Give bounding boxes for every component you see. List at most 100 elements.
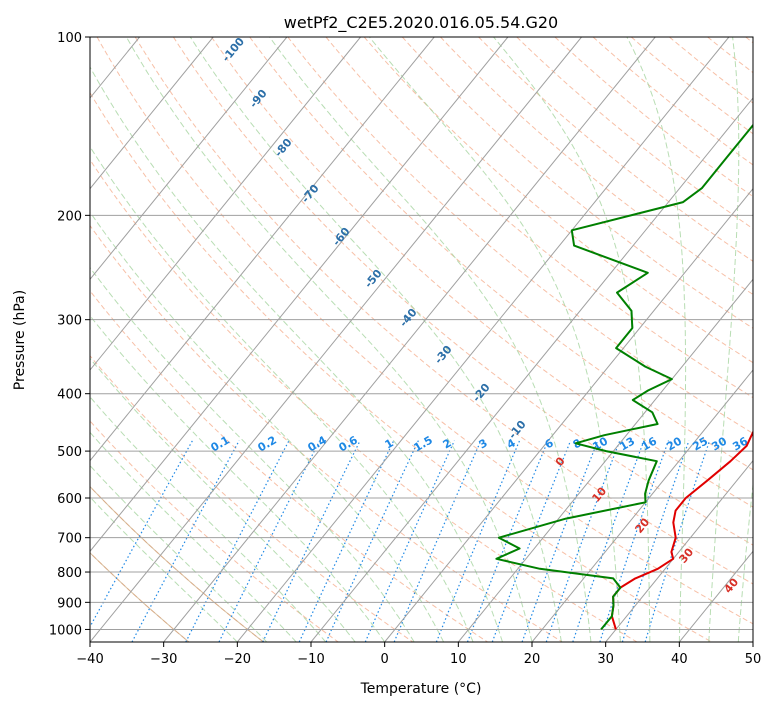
mixing-ratio-line (572, 440, 645, 642)
isotherm (531, 369, 753, 642)
y-tick-label: 600 (57, 492, 82, 507)
dry-adiabat (90, 224, 563, 642)
moist-adiabat (90, 211, 445, 642)
moist-adiabat (90, 314, 386, 642)
dry-adiabat-label: -80 (272, 136, 295, 160)
moist-adiabat (90, 357, 356, 642)
dry-adiabat (363, 37, 753, 364)
mixing-ratio-label: 25 (690, 435, 710, 454)
moist-adiabat (90, 396, 327, 642)
mixing-ratio-label: 6 (543, 436, 556, 451)
mixing-ratio-line (218, 440, 321, 642)
y-tick-label: 300 (57, 314, 82, 329)
moist-adiabat (737, 480, 753, 642)
dry-adiabat-label: -30 (432, 343, 455, 367)
dewpoint-trace (495, 123, 753, 631)
mixing-ratio-label: 2 (441, 436, 454, 451)
dry-adiabat-heavy (90, 552, 190, 642)
isotherm (90, 37, 361, 371)
dry-adiabat (96, 37, 753, 625)
isotherm (752, 641, 753, 642)
isotherm (384, 187, 753, 642)
moist-adiabat (269, 37, 592, 642)
moist-adiabat (90, 66, 503, 642)
plot-frame (89, 36, 754, 643)
dry-adiabat (90, 290, 488, 642)
x-tick-label: −10 (297, 652, 324, 667)
dry-adiabat (440, 37, 753, 296)
x-tick-label: 40 (671, 652, 688, 667)
moist-adiabat (626, 37, 687, 642)
moist-adiabat-label: 30 (676, 545, 696, 565)
isotherm (90, 37, 214, 190)
dry-adiabat (287, 37, 753, 434)
dry-adiabat (325, 37, 753, 399)
mixing-ratio-line (90, 440, 194, 629)
dry-adiabat-label: -20 (470, 381, 493, 405)
mixing-ratio-label: 30 (709, 434, 729, 453)
x-axis-label: Temperature (°C) (360, 681, 482, 697)
x-tick-label: −40 (76, 652, 103, 667)
dry-adiabat-heavy (90, 485, 264, 642)
dry-adiabat (478, 37, 753, 262)
mixing-ratio-line (545, 440, 621, 642)
x-tick-label: 10 (450, 652, 467, 667)
moist-adiabat (125, 37, 533, 642)
isotherm (90, 37, 509, 553)
moist-adiabat-label: 10 (589, 484, 609, 504)
x-tick-label: 50 (745, 652, 762, 667)
dry-adiabat-label: -40 (397, 306, 420, 330)
x-tick-label: −30 (150, 652, 177, 667)
mixing-ratio-label: 16 (639, 434, 659, 453)
y-tick-label: 700 (57, 532, 82, 547)
mixing-ratio-line (521, 440, 599, 642)
isotherm (90, 37, 582, 642)
profile-traces (495, 123, 753, 631)
moist-adiabat-label: 20 (632, 515, 652, 535)
moist-adiabat (493, 37, 651, 642)
mixing-ratio-line (393, 440, 482, 642)
isotherm (163, 37, 656, 642)
isotherm (0, 37, 66, 642)
dry-adiabat (90, 552, 190, 642)
y-axis-ticks: 100 200 300 400 500 600 700 800 900 1000 (49, 31, 90, 638)
dry-adiabat (90, 91, 712, 642)
chart-title: wetPf2_C2E5.2020.016.05.54.G20 (284, 13, 558, 33)
isotherm (457, 278, 753, 642)
isotherm (90, 37, 435, 462)
mixing-ratio-label: 13 (617, 435, 637, 454)
dry-adiabat-label: -50 (362, 267, 385, 291)
dry-adiabat (134, 37, 753, 585)
mixing-ratio-line (644, 440, 711, 642)
dry-adiabat-label: -100 (219, 35, 247, 65)
x-axis-ticks: −40 −30 −20 −10 0 10 20 30 40 50 (76, 642, 761, 667)
dry-adiabat-label: -60 (330, 225, 353, 249)
dry-adiabat (554, 37, 753, 198)
dry-adiabat (90, 158, 638, 642)
y-axis-label: Pressure (hPa) (12, 290, 28, 390)
moist-adiabat (90, 496, 238, 642)
moist-adiabat (369, 37, 621, 642)
x-tick-label: 0 (381, 652, 389, 667)
isotherm (236, 37, 730, 642)
mixing-ratio-line (364, 440, 455, 642)
moist-adiabat (90, 145, 474, 642)
moist-adiabat (90, 431, 297, 642)
isotherm (310, 97, 753, 642)
y-tick-label: 200 (57, 209, 82, 224)
x-tick-label: 20 (524, 652, 541, 667)
y-tick-label: 1000 (49, 623, 82, 638)
dry-adiabat (90, 355, 414, 642)
y-tick-label: 800 (57, 566, 82, 581)
temperature-trace (610, 430, 753, 630)
moist-adiabat-label: 40 (721, 575, 741, 595)
mixing-ratio-line (131, 440, 240, 642)
mixing-ratio-line (185, 440, 290, 642)
mixing-ratio-label: 20 (664, 434, 684, 453)
y-tick-label: 100 (57, 31, 82, 46)
background-lines (0, 37, 753, 642)
moist-adiabat-label: 0 (553, 454, 568, 468)
dry-adiabat (172, 37, 753, 546)
mixing-ratio-line (325, 440, 419, 642)
